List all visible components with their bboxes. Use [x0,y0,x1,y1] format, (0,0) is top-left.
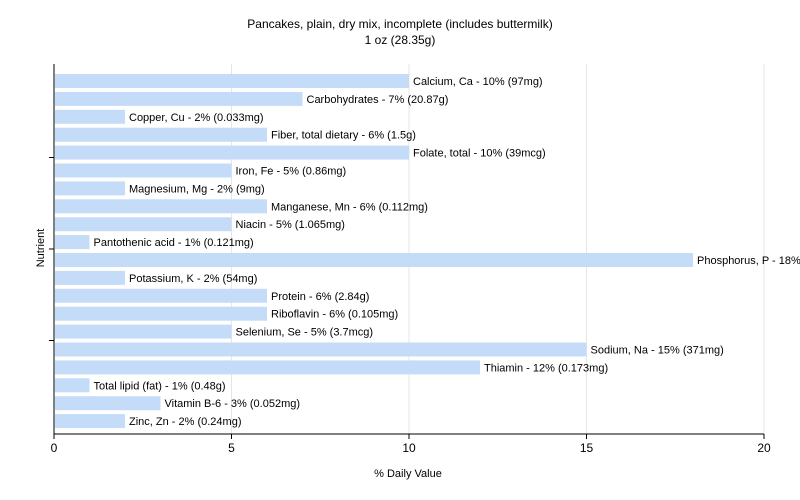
bar [55,253,693,267]
bar-label: Zinc, Zn - 2% (0.24mg) [129,416,241,428]
bar-label: Selenium, Se - 5% (3.7mcg) [236,327,374,339]
bar [55,360,480,375]
bar-label: Calcium, Ca - 10% (97mg) [413,76,543,88]
bar-label: Manganese, Mn - 6% (0.112mg) [271,201,428,213]
bar [55,306,267,321]
bar [55,163,232,178]
bar [55,288,267,303]
bar [55,145,409,160]
bar [55,324,232,339]
bar-label: Sodium, Na - 15% (371mg) [591,345,724,357]
bar-label: Magnesium, Mg - 2% (9mg) [129,183,265,195]
bar-label: Riboflavin - 6% (0.105mg) [271,309,398,321]
y-axis-label: Nutrient [35,229,47,268]
bar-label: Vitamin B-6 - 3% (0.052mg) [165,398,301,410]
x-tick-label: 20 [757,441,771,455]
bar-label: Niacin - 5% (1.065mg) [236,219,345,231]
bar-label: Copper, Cu - 2% (0.033mg) [129,112,264,124]
x-tick-label: 5 [228,441,235,455]
bar-label: Fiber, total dietary - 6% (1.5g) [271,130,416,142]
bar-label: Pantothenic acid - 1% (0.121mg) [94,237,254,249]
axes: 0 5 10 15 20 [49,64,771,455]
bar-label: Potassium, K - 2% (54mg) [129,273,257,285]
bar [55,109,125,124]
x-tick-label: 10 [402,441,416,455]
gridlines [231,64,765,434]
x-tick-label: 15 [580,441,594,455]
bar-label: Iron, Fe - 5% (0.86mg) [236,166,347,178]
bar [55,199,267,214]
chart-title: Pancakes, plain, dry mix, incomplete (in… [247,17,552,31]
bar-label: Phosphorus, P - 18% (178mg) [697,255,800,267]
bars: Calcium, Ca - 10% (97mg) Carbohydrates - … [55,74,800,429]
bar-label: Total lipid (fat) - 1% (0.48g) [94,380,226,392]
bar [55,396,161,411]
bar-label: Thiamin - 12% (0.173mg) [484,362,608,374]
bar [55,217,232,232]
bar-label: Folate, total - 10% (39mcg) [413,148,546,160]
bar [55,342,587,357]
bar [55,91,303,106]
x-tick-label: 0 [51,441,58,455]
bar [55,74,409,88]
bar [55,414,125,429]
bar [55,235,90,250]
bar [55,270,125,285]
bar-label: Carbohydrates - 7% (20.87g) [307,94,449,106]
chart-subtitle: 1 oz (28.35g) [365,33,436,47]
bar [55,378,90,393]
bar [55,127,267,142]
bar-label: Protein - 6% (2.84g) [271,291,369,303]
x-axis-label: % Daily Value [374,468,442,480]
bar [55,181,125,196]
